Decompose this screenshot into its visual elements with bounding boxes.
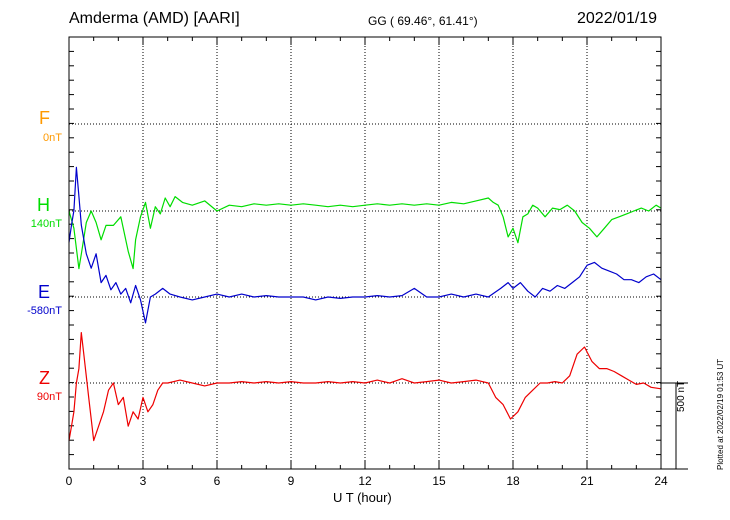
x-tick-label: 21	[580, 474, 594, 488]
baseline-z: 90nT	[36, 391, 62, 403]
scale-bar	[661, 382, 688, 470]
x-tick-label: 3	[140, 474, 147, 488]
series-lines	[68, 166, 662, 442]
baseline-f: 0nT	[43, 132, 62, 144]
plotted-at-note: Plotted at 2022/02/19 01:53 UT	[716, 358, 725, 470]
baseline-e: -580nT	[27, 305, 62, 317]
x-tick-label: 6	[214, 474, 221, 488]
x-axis-label: U T (hour)	[333, 490, 392, 505]
x-tick-label: 9	[288, 474, 295, 488]
grid	[69, 37, 661, 470]
label-z: Z	[39, 368, 50, 388]
x-tick-label: 24	[654, 474, 668, 488]
scale-bar-label: 500 nT	[676, 380, 687, 412]
label-e: E	[37, 282, 50, 302]
x-tick-label: 18	[506, 474, 520, 488]
geographic-coords: GG ( 69.46°, 61.41°)	[368, 14, 478, 28]
series-h	[68, 196, 662, 270]
x-ticks: 0 3 6 9 12 15 18 21 24	[66, 37, 668, 488]
date-label: 2022/01/19	[577, 10, 658, 27]
series-z	[68, 332, 662, 442]
baseline-h: 140nT	[30, 218, 62, 230]
label-h: H	[37, 195, 50, 215]
x-tick-label: 15	[432, 474, 446, 488]
series-e	[68, 166, 662, 324]
label-f: F	[39, 108, 50, 128]
x-tick-label: 0	[66, 474, 73, 488]
x-tick-label: 12	[358, 474, 372, 488]
station-title: Amderma (AMD) [AARI]	[69, 10, 240, 27]
